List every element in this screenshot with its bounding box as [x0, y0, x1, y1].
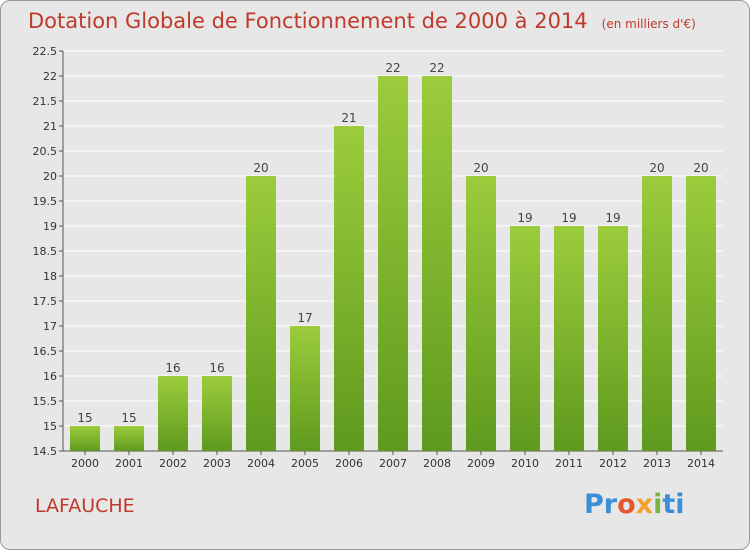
- y-tick-label: 16: [43, 370, 57, 383]
- data-label: 21: [341, 111, 356, 125]
- data-label: 22: [429, 61, 444, 75]
- logo-part: ti: [662, 489, 685, 520]
- y-tick-label: 21: [43, 120, 57, 133]
- bar: [554, 226, 584, 451]
- bar: [70, 426, 100, 451]
- bar: [202, 376, 232, 451]
- data-label: 19: [605, 211, 620, 225]
- y-tick-label: 17.5: [33, 295, 58, 308]
- y-tick-label: 16.5: [33, 345, 58, 358]
- logo-part: Pr: [584, 489, 618, 520]
- bar: [158, 376, 188, 451]
- commune-name: LAFAUCHE: [35, 495, 135, 517]
- data-label: 20: [473, 161, 488, 175]
- bar: [334, 126, 364, 451]
- y-tick-label: 19.5: [33, 195, 58, 208]
- data-label: 16: [209, 361, 224, 375]
- data-label: 22: [385, 61, 400, 75]
- data-label: 20: [649, 161, 664, 175]
- data-label: 15: [121, 411, 136, 425]
- y-tick-label: 18.5: [33, 245, 58, 258]
- x-tick-label: 2009: [467, 457, 495, 470]
- y-tick-label: 22: [43, 70, 57, 83]
- data-label: 16: [165, 361, 180, 375]
- x-tick-label: 2002: [159, 457, 187, 470]
- y-tick-label: 20: [43, 170, 57, 183]
- logo-part: o: [617, 489, 636, 520]
- logo-part: i: [653, 489, 663, 520]
- bar: [378, 76, 408, 451]
- bar: [598, 226, 628, 451]
- data-label: 19: [517, 211, 532, 225]
- x-tick-label: 2012: [599, 457, 627, 470]
- x-tick-label: 2000: [71, 457, 99, 470]
- y-tick-label: 17: [43, 320, 57, 333]
- bar: [466, 176, 496, 451]
- chart-title-text: Dotation Globale de Fonctionnement de 20…: [28, 9, 588, 33]
- x-tick-label: 2010: [511, 457, 539, 470]
- bar: [290, 326, 320, 451]
- y-tick-label: 22.5: [33, 45, 58, 58]
- chart-title: Dotation Globale de Fonctionnement de 20…: [28, 9, 696, 33]
- data-label: 20: [253, 161, 268, 175]
- bar: [686, 176, 716, 451]
- y-tick-label: 21.5: [33, 95, 58, 108]
- x-tick-label: 2014: [687, 457, 715, 470]
- x-tick-label: 2006: [335, 457, 363, 470]
- x-tick-label: 2001: [115, 457, 143, 470]
- x-tick-label: 2013: [643, 457, 671, 470]
- x-tick-label: 2003: [203, 457, 231, 470]
- data-label: 20: [693, 161, 708, 175]
- y-tick-label: 14.5: [33, 445, 58, 458]
- data-label: 19: [561, 211, 576, 225]
- logo-part: x: [635, 489, 654, 520]
- bar: [114, 426, 144, 451]
- bar: [510, 226, 540, 451]
- data-label: 17: [297, 311, 312, 325]
- x-tick-label: 2008: [423, 457, 451, 470]
- y-tick-label: 20.5: [33, 145, 58, 158]
- proxiti-logo: Proxiti: [584, 489, 685, 520]
- bar: [246, 176, 276, 451]
- y-tick-label: 15: [43, 420, 57, 433]
- x-tick-label: 2004: [247, 457, 275, 470]
- chart-unit: (en milliers d'€): [601, 17, 696, 31]
- data-label: 15: [77, 411, 92, 425]
- y-tick-label: 18: [43, 270, 57, 283]
- x-tick-label: 2005: [291, 457, 319, 470]
- bar: [642, 176, 672, 451]
- y-tick-label: 15.5: [33, 395, 58, 408]
- y-tick-label: 19: [43, 220, 57, 233]
- x-tick-label: 2007: [379, 457, 407, 470]
- x-tick-label: 2011: [555, 457, 583, 470]
- bar: [422, 76, 452, 451]
